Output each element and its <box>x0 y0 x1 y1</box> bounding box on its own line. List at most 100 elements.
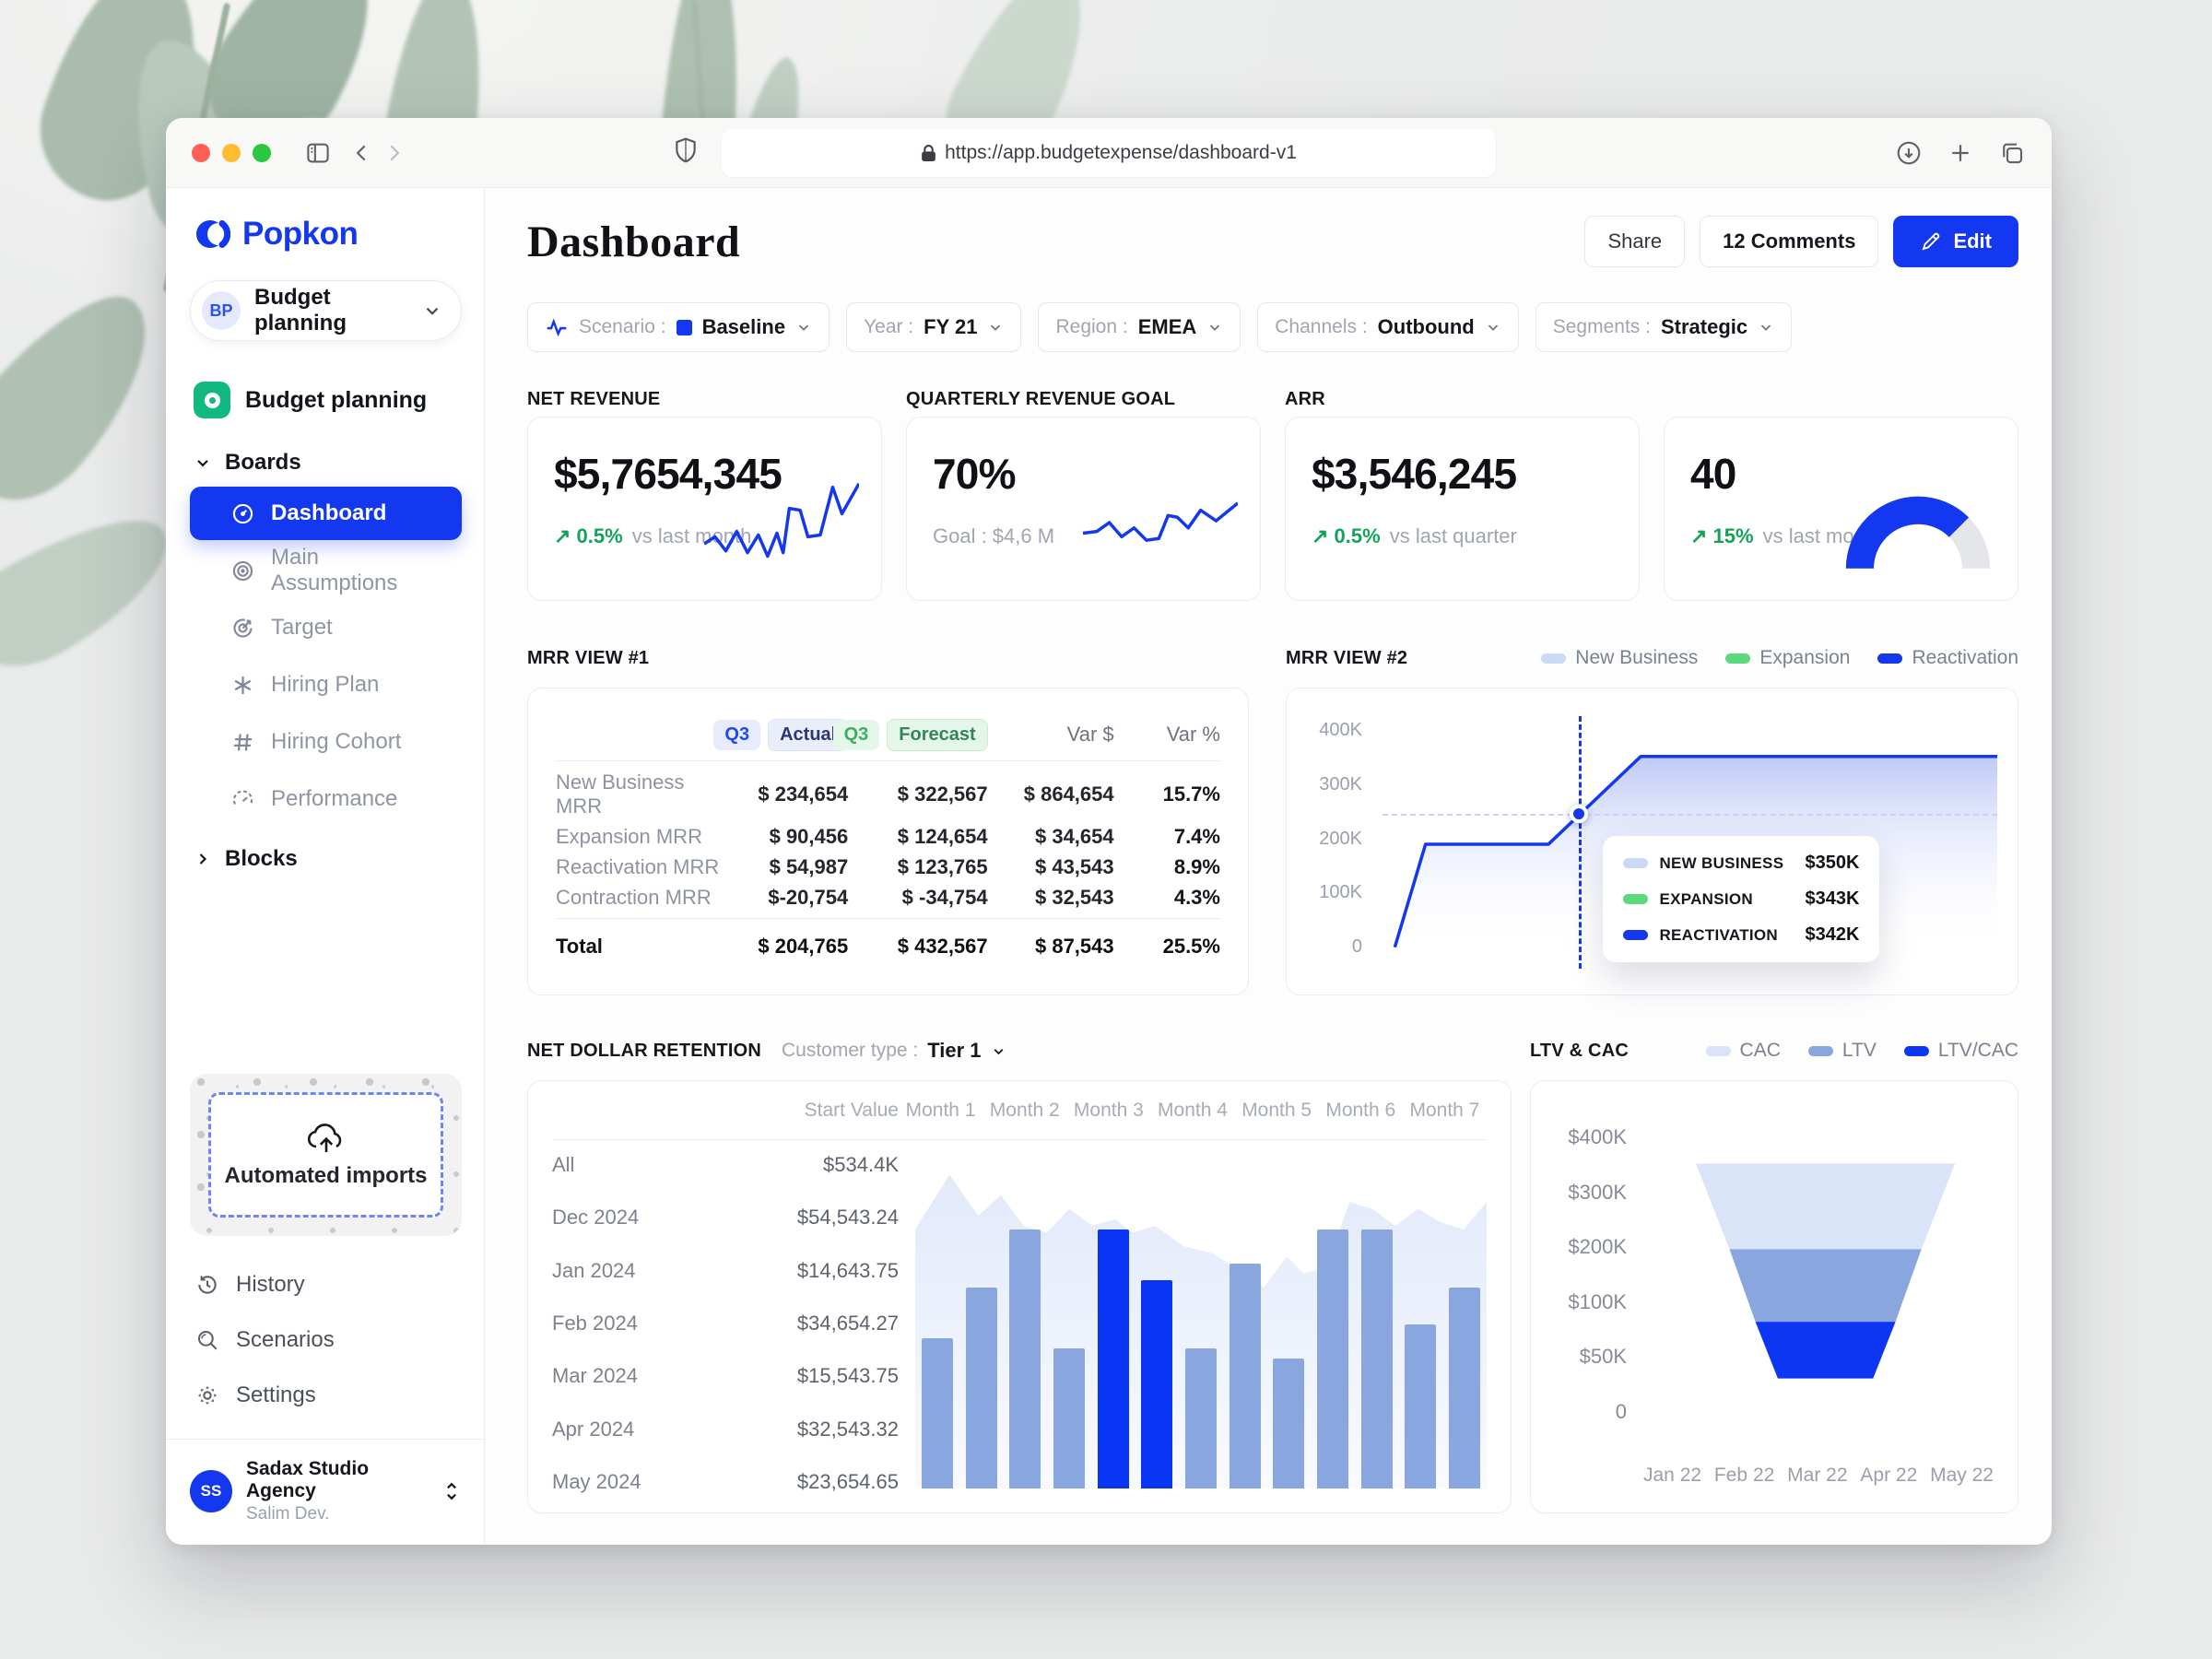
bar <box>921 1338 953 1488</box>
filter-channels[interactable]: Channels : Outbound <box>1257 302 1519 352</box>
kpi-title: NET REVENUE <box>527 389 661 409</box>
maximize-window-button[interactable] <box>253 143 271 162</box>
legend-swatch <box>1541 653 1567 664</box>
chevron-down-icon <box>1488 324 1498 331</box>
automated-imports-card[interactable]: Automated imports <box>190 1074 462 1236</box>
bar <box>1097 1229 1129 1488</box>
address-bar[interactable]: https://app.budgetexpense/dashboard-v1 <box>722 128 1496 177</box>
user-role: Salim Dev. <box>246 1504 330 1524</box>
chevron-down-icon <box>991 324 1001 331</box>
user-account-row[interactable]: SS Sadax Studio Agency Salim Dev. <box>190 1458 462 1524</box>
filter-region[interactable]: Region : EMEA <box>1038 302 1241 352</box>
browser-window: https://app.budgetexpense/dashboard-v1 <box>166 118 2052 1545</box>
kpi-value: 70% <box>933 450 1016 498</box>
main-content: Dashboard Share 12 Comments Edit Sc <box>485 188 2052 1545</box>
popkon-logo-icon <box>196 220 230 248</box>
kpi-title <box>1664 389 2018 417</box>
edit-button[interactable]: Edit <box>1893 216 2018 267</box>
legend-swatch <box>1623 858 1649 869</box>
browser-toolbar: https://app.budgetexpense/dashboard-v1 <box>166 118 2052 188</box>
sidebar-item-label: Hiring Plan <box>271 672 380 697</box>
filter-segments[interactable]: Segments : Strategic <box>1535 302 1793 352</box>
filter-scenario[interactable]: Scenario : Baseline <box>527 302 830 352</box>
sidebar-toggle-icon[interactable] <box>302 137 334 169</box>
sidebar-item-dashboard[interactable]: Dashboard <box>190 487 462 540</box>
sidebar-item-main-assumptions[interactable]: Main Assumptions <box>190 544 462 597</box>
chevron-down-icon <box>1210 324 1220 331</box>
x-axis-labels: Jan 22 Feb 22 Mar 22 Apr 22 May 22 <box>1643 1465 1994 1486</box>
sidebar-item-label: Performance <box>271 786 398 811</box>
boards-section-toggle[interactable]: Boards <box>190 442 462 483</box>
lock-icon <box>922 144 935 161</box>
filter-year[interactable]: Year : FY 21 <box>846 302 1022 352</box>
mrr-line-chart-card: 400K 300K 200K 100K 0 NEW BUSINESS $350K EXPA… <box>1286 688 2018 995</box>
project-row[interactable]: Budget planning <box>190 382 462 418</box>
downloads-icon[interactable] <box>1893 137 1924 169</box>
workspace-avatar: BP <box>202 291 241 330</box>
window-controls <box>192 143 271 162</box>
sidebar-item-label: Main Assumptions <box>271 545 398 595</box>
chevron-down-icon <box>798 324 809 331</box>
ndr-bars-group <box>915 1147 1487 1488</box>
table-row: Mar 2024 $15,543.75 <box>552 1364 899 1388</box>
toolbar-right-icons <box>1893 137 2028 169</box>
sidebar-item-scenarios[interactable]: Scenarios <box>190 1315 462 1365</box>
pencil-icon <box>1922 232 1940 251</box>
blocks-section-toggle[interactable]: Blocks <box>190 839 462 879</box>
sidebar-item-label: Target <box>271 615 333 640</box>
sidebar-item-hiring-plan[interactable]: Hiring Plan <box>190 658 462 712</box>
sidebar-item-settings[interactable]: Settings <box>190 1371 462 1420</box>
legend-swatch <box>1725 653 1751 664</box>
mrr-view-2-section: MRR VIEW #2 New Business Expansion React… <box>1286 643 2018 995</box>
new-tab-icon[interactable] <box>1945 137 1976 169</box>
ndr-card: Start Value Month 1 Month 2 Month 3 Month 4… <box>527 1080 1512 1513</box>
mrr-table-card: Q3 Actual Q3 Forecast Var $ Var % <box>527 688 1249 995</box>
forward-button[interactable] <box>378 137 409 169</box>
sparkline-chart <box>704 478 859 567</box>
bar <box>1009 1229 1041 1488</box>
section-title: MRR VIEW #1 <box>527 647 650 668</box>
sidebar-item-target[interactable]: Target <box>190 601 462 654</box>
q3-forecast-badge[interactable]: Q3 <box>832 719 880 750</box>
project-icon <box>194 382 230 418</box>
page-title: Dashboard <box>527 217 741 266</box>
boards-section-label: Boards <box>225 450 301 475</box>
line-chart-plot[interactable]: NEW BUSINESS $350K EXPANSION $343K REACTIV… <box>1382 716 1997 969</box>
automated-imports-label: Automated imports <box>224 1163 428 1188</box>
app-logo[interactable]: Popkon <box>190 216 462 253</box>
minimize-window-button[interactable] <box>222 143 241 162</box>
divider <box>166 1439 484 1440</box>
table-row: All $534.4K <box>552 1153 899 1176</box>
section-title: LTV & CAC <box>1530 1040 1629 1061</box>
share-button[interactable]: Share <box>1584 216 1686 267</box>
workspace-switcher[interactable]: BP Budget planning <box>190 280 462 341</box>
gear-icon <box>198 1386 217 1405</box>
chevron-right-icon <box>199 853 207 865</box>
table-row: Expansion MRR $ 90,456 $ 124,654 $ 34,654 7.… <box>556 824 1220 848</box>
sidebar-item-hiring-cohort[interactable]: Hiring Cohort <box>190 715 462 769</box>
q3-actual-badge[interactable]: Q3 <box>713 719 761 750</box>
speedometer-icon <box>232 789 253 805</box>
kpi-row: NET REVENUE $5,7654,345 ↗ 0.5% vs last m… <box>527 389 2018 601</box>
kpi-arr: ARR $3,546,245 ↗ 0.5% vs last quarter <box>1285 389 1640 601</box>
chevron-down-icon <box>197 460 208 467</box>
close-window-button[interactable] <box>192 143 210 162</box>
tab-overview-icon[interactable] <box>1996 137 2028 169</box>
kpi-title: ARR <box>1285 389 1325 409</box>
forecast-badge[interactable]: Forecast <box>887 718 988 751</box>
filter-bar: Scenario : Baseline Year : FY 21 Region :… <box>527 302 2018 352</box>
bar <box>1053 1348 1085 1488</box>
dashboard-icon <box>232 503 253 524</box>
sidebar-item-performance[interactable]: Performance <box>190 772 462 826</box>
y-axis-labels: $400K $300K $200K $100K $50K 0 <box>1568 1125 1627 1423</box>
customer-type-dropdown[interactable]: Customer type : Tier 1 <box>782 1039 1006 1063</box>
privacy-shield-icon[interactable] <box>674 136 698 169</box>
sidebar-item-history[interactable]: History <box>190 1260 462 1310</box>
back-button[interactable] <box>347 137 378 169</box>
kpi-net-revenue: NET REVENUE $5,7654,345 ↗ 0.5% vs last m… <box>527 389 882 601</box>
table-total-row: Total $ 204,765 $ 432,567 $ 87,543 25.5% <box>556 935 1220 958</box>
comments-button[interactable]: 12 Comments <box>1700 216 1879 267</box>
search-icon <box>197 1330 218 1350</box>
user-name: Sadax Studio Agency <box>246 1458 370 1501</box>
table-row: Jan 2024 $14,643.75 <box>552 1258 899 1282</box>
